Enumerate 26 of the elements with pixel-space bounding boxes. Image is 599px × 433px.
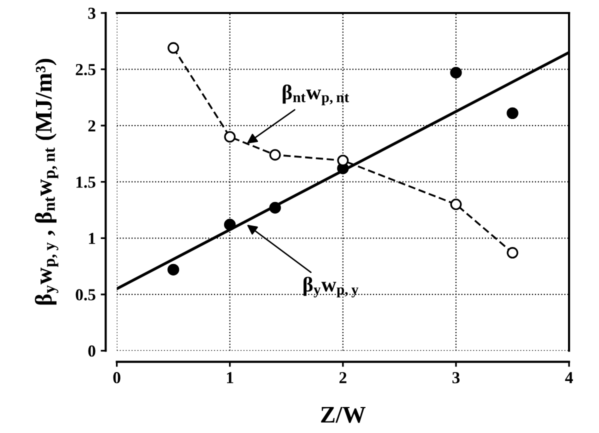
point — [168, 42, 180, 54]
y-tick-label: 0.5 — [76, 289, 96, 300]
x-tick-label: 2 — [339, 372, 346, 384]
y-tick-label: 2.5 — [76, 64, 96, 76]
point — [167, 264, 180, 276]
y-tick-label: 1 — [88, 232, 96, 244]
x-tick-label: 1 — [227, 372, 234, 384]
point — [224, 218, 236, 230]
point — [269, 202, 281, 214]
x-tick-label: 0 — [113, 372, 120, 384]
annotation: β$_{y}$w$_{p,y}$ — [304, 276, 358, 298]
point — [506, 247, 518, 259]
x-tick-label: 4 — [565, 372, 573, 384]
point — [224, 131, 236, 143]
x-axis-title: Z/W — [321, 406, 366, 423]
point — [506, 107, 518, 120]
point — [450, 66, 462, 78]
text: β$_{y}$w$_{p,y}$ , β$_{nt}$w$_{p,nt}$ (MJ/m³) — [34, 58, 58, 305]
point — [450, 198, 462, 210]
x-tick-label: 3 — [452, 372, 460, 384]
annotation: β$_{nt}$w$_{p,nt}$ — [282, 84, 350, 106]
y-tick-label: 2 — [88, 120, 96, 132]
point — [269, 149, 281, 161]
y-tick-label: 3 — [88, 8, 96, 19]
y-tick-label: 0 — [88, 345, 96, 357]
y-tick-label: 1.5 — [76, 176, 96, 188]
